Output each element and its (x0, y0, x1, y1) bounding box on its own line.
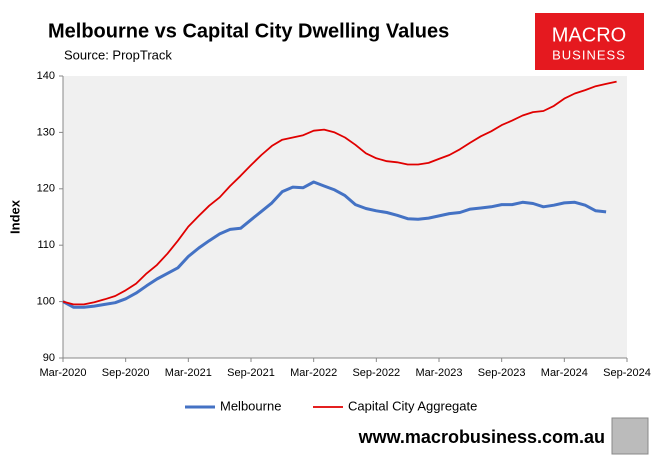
x-tick-label: Sep-2020 (102, 367, 150, 379)
footer: www.macrobusiness.com.au (358, 427, 605, 447)
series-line (62, 80, 617, 306)
plot-area (63, 76, 627, 358)
legend-label: Melbourne (220, 398, 281, 413)
x-tick-label: Sep-2024 (603, 367, 651, 379)
series-line (62, 180, 607, 309)
y-tick-label: 100 (37, 296, 55, 308)
y-tick-label: 90 (43, 352, 55, 364)
y-tick-label: 130 (37, 126, 55, 138)
x-tick-label: Sep-2022 (352, 367, 400, 379)
x-tick-label: Mar-2021 (165, 367, 212, 379)
x-tick-label: Sep-2021 (227, 367, 275, 379)
y-tick-label: 110 (37, 239, 55, 251)
logo-box (535, 13, 644, 70)
y-tick-label: 120 (37, 183, 55, 195)
y-tick-label: 140 (37, 70, 55, 82)
logo-icon (611, 417, 649, 455)
x-tick-label: Mar-2024 (541, 367, 588, 379)
logo-text: MACRO (552, 24, 626, 46)
logo-text: BUSINESS (552, 47, 626, 62)
chart-subtitle: Source: PropTrack (64, 47, 172, 62)
legend-label: Capital City Aggregate (348, 398, 477, 413)
x-tick-label: Mar-2022 (290, 367, 337, 379)
x-tick-label: Mar-2020 (39, 367, 86, 379)
x-tick-label: Mar-2023 (415, 367, 462, 379)
x-tick-label: Sep-2023 (478, 367, 526, 379)
chart-title: Melbourne vs Capital City Dwelling Value… (48, 20, 449, 42)
y-axis-label: Index (7, 199, 22, 234)
